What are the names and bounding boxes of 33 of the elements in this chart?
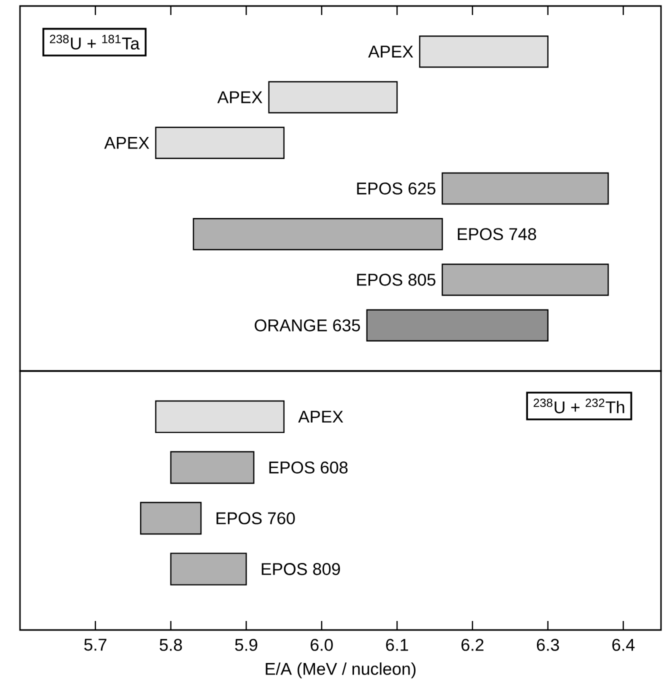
category-label: APEX <box>368 46 414 58</box>
bar <box>155 126 285 159</box>
y-tick-label: APEX <box>298 410 344 423</box>
x-tick-label: 6.1 <box>386 638 408 651</box>
x-tick-label: 5.9 <box>235 638 258 651</box>
annotation: $^{238}$U + $^{181}$Ta <box>50 34 140 50</box>
bar <box>170 552 247 586</box>
x-axis-title: E/A (MeV / nucleon) <box>266 662 416 678</box>
x-tick-label: 6.0 <box>310 638 333 651</box>
bar <box>170 451 254 484</box>
bar <box>366 309 548 342</box>
bar <box>140 502 202 535</box>
category-label: EPOS 748 <box>458 228 536 240</box>
y-tick-label: EPOS 809 <box>262 563 340 576</box>
bar <box>442 264 609 296</box>
x-tick-label: 5.7 <box>84 638 106 651</box>
category-label: EPOS 805 <box>357 274 436 286</box>
bar <box>268 81 398 114</box>
bar <box>155 400 285 434</box>
x-tick-label: 5.8 <box>160 638 182 651</box>
bar <box>192 218 443 250</box>
category-label: APEX <box>217 91 262 104</box>
category-label: EPOS 625 <box>357 182 436 195</box>
category-label: ORANGE 635 <box>254 319 360 332</box>
x-tick-label: 6.4 <box>612 638 635 651</box>
bar <box>419 36 548 68</box>
annotation: $^{238}$U + $^{232}$Th <box>534 398 624 414</box>
x-tick-label: 6.3 <box>536 638 559 651</box>
bar <box>442 172 609 205</box>
y-tick-label: EPOS 608 <box>269 461 348 474</box>
y-tick-label: EPOS 760 <box>216 512 295 524</box>
category-label: APEX <box>104 137 150 149</box>
x-tick-label: 6.2 <box>462 638 484 651</box>
